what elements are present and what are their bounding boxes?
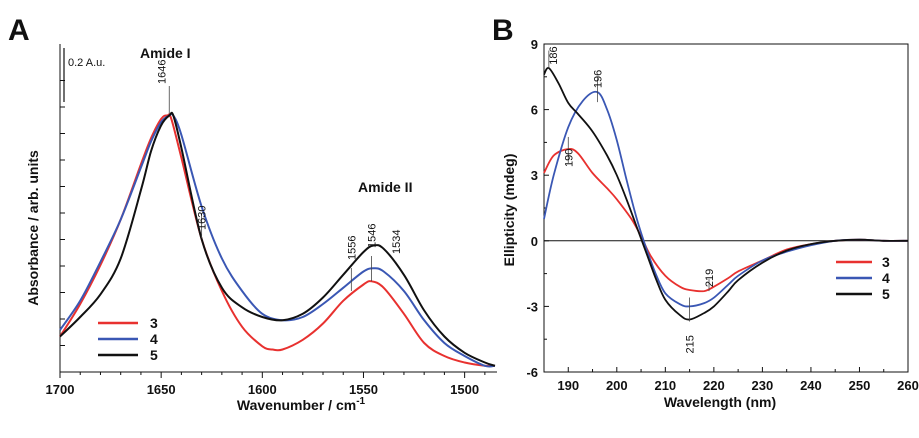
panel-b-peak-label: 196 <box>592 70 604 88</box>
panel-b-x-tick-label: 260 <box>897 378 919 393</box>
panel-a: A Absorbance / arb. units Wavenumber / c… <box>8 14 412 413</box>
panel-a-x-tick-label: 1500 <box>450 382 479 397</box>
panel-b-series-4-line <box>543 90 909 308</box>
panel-a-series-3-line <box>59 113 496 368</box>
panel-a-peak-label: 1556 <box>346 236 358 260</box>
panel-b-peak-label: 190 <box>563 149 575 167</box>
panel-b-y-tick-label: 3 <box>531 168 538 183</box>
panel-b-x-tick-label: 190 <box>557 378 579 393</box>
panel-letter-a: A <box>8 14 30 47</box>
panel-a-band-label-amide-i: Amide I <box>140 45 191 61</box>
panel-b-series-3-line <box>543 148 909 293</box>
panel-a-legend-label-3: 3 <box>150 315 158 331</box>
panel-a-peak-label: 1546 <box>367 224 379 248</box>
panel-a-x-axis-label: Wavenumber / cm-1 <box>237 396 366 413</box>
panel-b-y-tick-label: 6 <box>531 103 538 118</box>
panel-b-y-axis-label: Ellipticity (mdeg) <box>501 154 517 267</box>
panel-a-y-axis-label: Absorbance / arb. units <box>25 150 41 306</box>
panel-a-x-tick-label: 1650 <box>147 382 176 397</box>
panel-b-legend-label-5: 5 <box>882 286 890 302</box>
panel-b-y-tick-label: -3 <box>526 299 538 314</box>
panel-a-x-tick-label: 1550 <box>349 382 378 397</box>
panel-a-legend-label-5: 5 <box>150 347 158 363</box>
panel-a-peak-label: 1534 <box>391 230 403 254</box>
panel-b-peak-label: 219 <box>704 269 716 287</box>
panel-a-peak-label: 1630 <box>197 206 209 230</box>
panel-b-y-tick-label: 0 <box>531 234 538 249</box>
panel-a-peak-label: 1646 <box>156 60 168 84</box>
panel-b-x-tick-label: 200 <box>606 378 628 393</box>
panel-a-band-label-amide-ii: Amide II <box>358 179 412 195</box>
panel-a-scale-bar-label: 0.2 A.u. <box>68 57 105 69</box>
panel-b-x-tick-label: 210 <box>654 378 676 393</box>
panel-b: B Ellipticity (mdeg) Wavelength (nm) <box>492 14 776 410</box>
panel-b-x-tick-label: 220 <box>703 378 725 393</box>
panel-b-x-tick-label: 240 <box>800 378 822 393</box>
panel-b-legend-label-3: 3 <box>882 254 890 270</box>
panel-a-legend-label-4: 4 <box>150 331 158 347</box>
chart-marks: 1700 1650 1600 1550 1500 1646 1630 1556 1546 1534… <box>46 37 919 397</box>
panel-b-legend-label-4: 4 <box>882 270 890 286</box>
panel-b-x-tick-label: 230 <box>752 378 774 393</box>
panel-b-peak-label: 215 <box>685 335 697 353</box>
panel-b-x-tick-label: 250 <box>849 378 871 393</box>
panel-a-series-5-line <box>59 111 496 367</box>
panel-a-x-tick-label: 1600 <box>248 382 277 397</box>
panel-letter-b: B <box>492 14 514 47</box>
panel-a-series-4-line <box>59 112 496 368</box>
panel-b-series-5-line <box>543 67 909 321</box>
panel-b-x-axis-label: Wavelength (nm) <box>664 394 776 410</box>
panel-b-y-tick-label: 9 <box>531 37 538 52</box>
panel-a-x-tick-label: 1700 <box>46 382 75 397</box>
panel-b-y-tick-label: -6 <box>526 365 538 380</box>
panel-b-peak-label: 186 <box>548 46 560 64</box>
